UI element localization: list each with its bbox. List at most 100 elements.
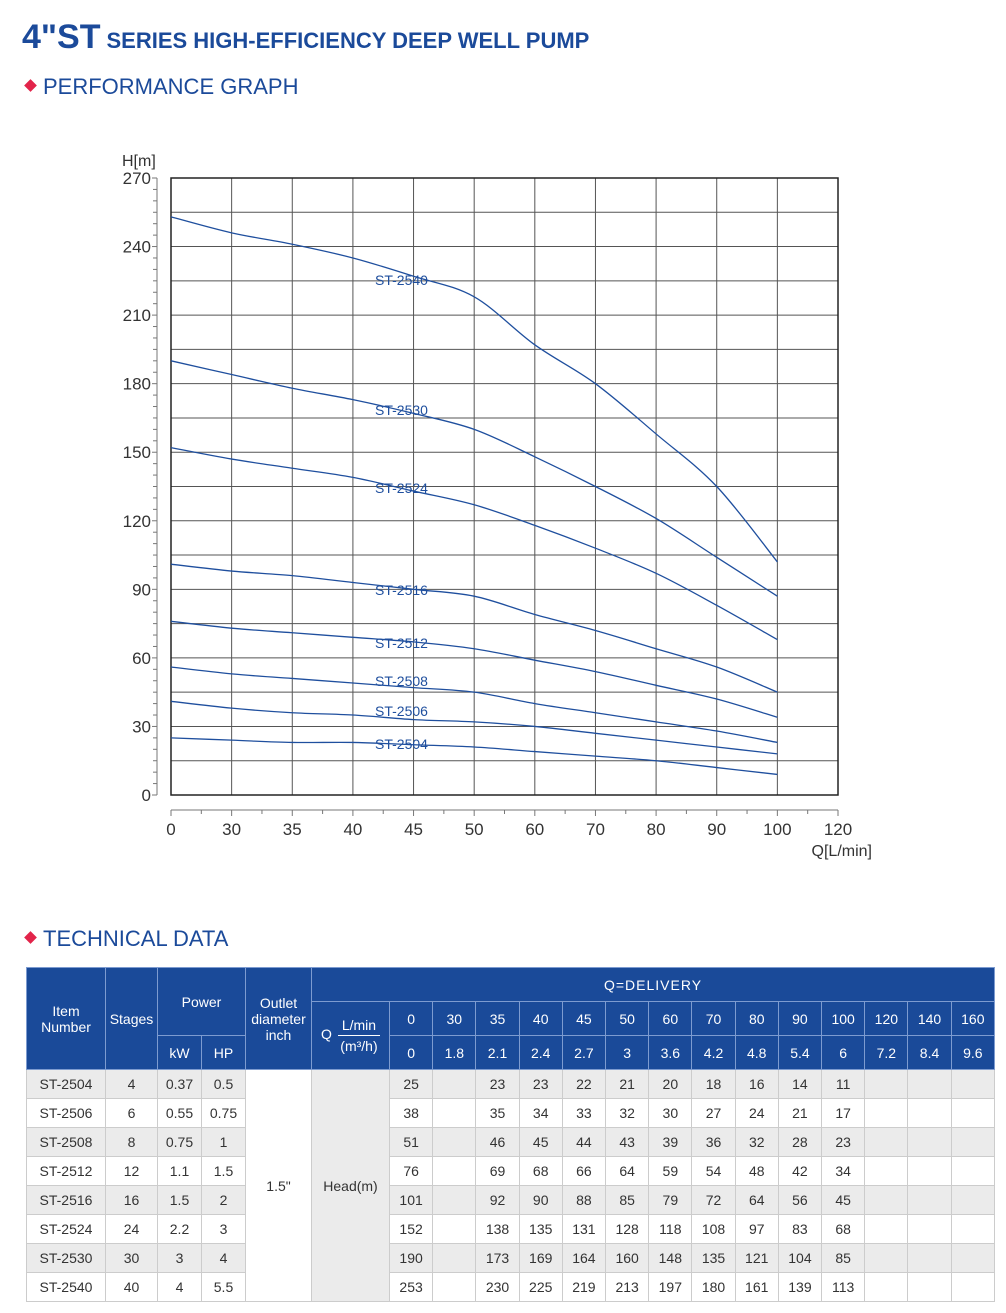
- y-tick-label: 120: [123, 512, 151, 531]
- header-stages: Stages: [105, 967, 158, 1070]
- head-value-cell: 18: [691, 1069, 736, 1099]
- kw-cell: 0.55: [157, 1098, 202, 1128]
- kw-cell: 2.2: [157, 1214, 202, 1244]
- hp-cell: 1: [201, 1127, 246, 1157]
- title-model: 4"ST: [22, 18, 101, 56]
- head-value-cell: 45: [821, 1185, 866, 1215]
- curve-st-2506: [170, 700, 778, 755]
- head-value-cell: [864, 1156, 909, 1186]
- head-value-cell: 24: [734, 1098, 779, 1128]
- flow-m3h-cell: 6: [821, 1035, 866, 1070]
- head-value-cell: [907, 1156, 952, 1186]
- stages-cell: 6: [105, 1098, 158, 1128]
- head-value-cell: [950, 1069, 996, 1099]
- flow-lmin-cell: 35: [475, 1001, 520, 1036]
- header-delivery: Q=DELIVERY: [311, 967, 995, 1002]
- head-value-cell: 68: [518, 1156, 563, 1186]
- x-tick-label: 70: [586, 820, 605, 839]
- head-value-cell: 21: [605, 1069, 650, 1099]
- head-value-cell: 76: [388, 1156, 434, 1186]
- flow-m3h-cell: 7.2: [864, 1035, 909, 1070]
- hp-cell: 2: [201, 1185, 246, 1215]
- head-value-cell: [432, 1243, 477, 1273]
- head-value-cell: 23: [475, 1069, 520, 1099]
- head-value-cell: 90: [518, 1185, 563, 1215]
- y-tick-label: 240: [123, 238, 151, 257]
- section-performance-graph: PERFORMANCE GRAPH: [24, 74, 299, 100]
- flow-lmin-cell: 45: [561, 1001, 607, 1036]
- head-value-cell: 56: [777, 1185, 823, 1215]
- head-value-cell: [864, 1243, 909, 1273]
- head-value-cell: 230: [475, 1272, 520, 1302]
- section-title: PERFORMANCE GRAPH: [43, 74, 299, 99]
- head-value-cell: 48: [734, 1156, 779, 1186]
- head-value-cell: 46: [475, 1127, 520, 1157]
- flow-m3h-cell: 4.8: [734, 1035, 779, 1070]
- hp-cell: 1.5: [201, 1156, 246, 1186]
- x-tick-label: 120: [824, 820, 852, 839]
- y-tick-label: 0: [142, 786, 151, 805]
- head-value-cell: 35: [475, 1098, 520, 1128]
- header-hp: HP: [201, 1035, 246, 1070]
- curve-label: ST-2540: [375, 272, 428, 288]
- head-value-cell: 14: [777, 1069, 823, 1099]
- curve-label: ST-2524: [375, 480, 428, 496]
- header-row: Q L/min (m³/h) 0 30 35 40 45 50 60 70 80 90 100 120 140…: [27, 1001, 996, 1070]
- head-value-cell: 66: [561, 1156, 607, 1186]
- head-value-cell: 34: [821, 1156, 866, 1186]
- head-value-cell: [432, 1185, 477, 1215]
- curve-st-2540: [170, 216, 778, 563]
- curve-st-2508: [170, 666, 778, 744]
- head-value-cell: [950, 1243, 996, 1273]
- head-value-cell: 54: [691, 1156, 736, 1186]
- flow-m3h-cell: 0: [388, 1035, 434, 1070]
- flow-lmin-cell: 140: [907, 1001, 952, 1036]
- head-value-cell: [907, 1185, 952, 1215]
- flow-m3h-cell: 2.7: [561, 1035, 607, 1070]
- hp-cell: 5.5: [201, 1272, 246, 1302]
- head-value-cell: 38: [388, 1098, 434, 1128]
- flow-lmin-cell: 80: [734, 1001, 779, 1036]
- head-value-cell: 33: [561, 1098, 607, 1128]
- stages-cell: 30: [105, 1243, 158, 1273]
- section-title: TECHNICAL DATA: [43, 926, 229, 951]
- head-value-cell: 92: [475, 1185, 520, 1215]
- flow-m3h-cell: 1.8: [432, 1035, 477, 1070]
- head-value-cell: 118: [648, 1214, 693, 1244]
- head-value-cell: 113: [821, 1272, 866, 1302]
- head-value-cell: 173: [475, 1243, 520, 1273]
- x-tick-label: 50: [465, 820, 484, 839]
- head-value-cell: [907, 1127, 952, 1157]
- table-row: ST-2524 24 2.2 3 152 138 135 131 128 118 108 97 8…: [26, 1214, 996, 1244]
- page-title: 4"ST SERIES HIGH-EFFICIENCY DEEP WELL PUM…: [22, 18, 589, 57]
- curve-st-2512: [170, 620, 778, 718]
- plot-frame: [170, 177, 839, 796]
- head-value-cell: [864, 1272, 909, 1302]
- head-value-cell: 197: [648, 1272, 693, 1302]
- x-tick-label: 0: [166, 820, 175, 839]
- head-value-cell: [950, 1214, 996, 1244]
- head-value-cell: 59: [648, 1156, 693, 1186]
- stages-cell: 40: [105, 1272, 158, 1302]
- flow-lmin-cell: 90: [777, 1001, 823, 1036]
- table-row: ST-2512 12 1.1 1.5 76 69 68 66 64 59 54 48 42 34: [26, 1156, 996, 1186]
- head-value-cell: 108: [691, 1214, 736, 1244]
- flow-m3h-cell: 9.6: [950, 1035, 996, 1070]
- head-value-cell: 36: [691, 1127, 736, 1157]
- head-value-cell: 131: [561, 1214, 607, 1244]
- head-value-cell: [432, 1272, 477, 1302]
- head-value-cell: [864, 1069, 909, 1099]
- head-value-cell: 160: [605, 1243, 650, 1273]
- head-value-cell: 180: [691, 1272, 736, 1302]
- x-tick-label: 30: [222, 820, 241, 839]
- y-tick-label: 30: [132, 717, 151, 736]
- head-value-cell: 83: [777, 1214, 823, 1244]
- flow-lmin-cell: 30: [432, 1001, 477, 1036]
- section-technical-data: TECHNICAL DATA: [24, 926, 229, 952]
- flow-m3h-cell: 8.4: [907, 1035, 952, 1070]
- flow-lmin-cell: 60: [648, 1001, 693, 1036]
- head-value-cell: [432, 1127, 477, 1157]
- head-value-cell: [950, 1185, 996, 1215]
- curve-label: ST-2504: [375, 736, 428, 752]
